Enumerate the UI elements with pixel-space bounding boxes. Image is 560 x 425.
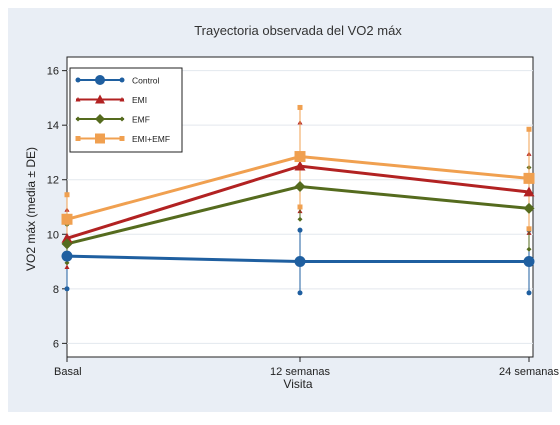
x-axis-label: Visita (283, 377, 312, 391)
legend: Control EMI EMF EMI+EMF (69, 67, 183, 153)
error-bar-cap (64, 260, 70, 266)
legend-marker (95, 75, 105, 85)
legend-label: EMF (132, 115, 150, 125)
error-bar-cap (297, 216, 303, 222)
y-tick-label: 8 (53, 284, 59, 296)
error-bar-cap (526, 290, 532, 296)
error-bar-cap (297, 104, 303, 110)
data-point (294, 151, 306, 163)
legend-marker-small (75, 77, 81, 83)
data-point (61, 238, 73, 250)
legend-marker-small (75, 136, 81, 141)
error-bar-cap (64, 286, 70, 292)
legend-marker (95, 133, 105, 144)
data-point (523, 186, 535, 197)
data-point (61, 232, 73, 243)
y-tick-label: 10 (47, 229, 59, 241)
error-bar-cap (526, 126, 532, 132)
legend-marker-small (119, 116, 125, 122)
legend-label: EMI+EMF (132, 134, 170, 144)
data-point (61, 250, 73, 262)
y-tick-label: 14 (47, 120, 59, 132)
error-bar-cap (297, 290, 303, 296)
data-point (294, 160, 306, 171)
legend-marker-small (119, 77, 125, 83)
legend-label: EMI (132, 95, 147, 105)
data-point (294, 181, 306, 193)
error-bar-cap (526, 246, 532, 252)
legend-marker (95, 94, 105, 104)
legend-marker (95, 114, 105, 124)
error-bar-cap (526, 226, 532, 232)
error-bar-cap (297, 227, 303, 233)
data-point (523, 172, 535, 184)
data-point (523, 256, 535, 268)
legend-marker-small (119, 97, 125, 102)
error-bar-cap (64, 264, 70, 269)
x-tick-label: 12 semanas (270, 366, 330, 378)
y-tick-label: 6 (53, 338, 59, 350)
y-tick-label: 12 (47, 175, 59, 187)
data-point (61, 213, 73, 225)
y-tick-label: 16 (47, 66, 59, 78)
y-axis-label: VO2 máx (media ± DE) (24, 147, 38, 271)
legend-marker-small (75, 116, 81, 122)
legend-marker-small (75, 97, 81, 102)
chart-title: Trayectoria observada del VO2 máx (194, 23, 402, 38)
error-bar-cap (64, 192, 70, 198)
x-tick-label: Basal (54, 366, 82, 378)
legend-label: Control (132, 76, 160, 86)
data-point (294, 256, 306, 268)
x-tick-label: 24 semanas (499, 366, 559, 378)
error-bar-cap (297, 204, 303, 210)
data-point (523, 202, 535, 214)
legend-marker-small (119, 136, 125, 141)
